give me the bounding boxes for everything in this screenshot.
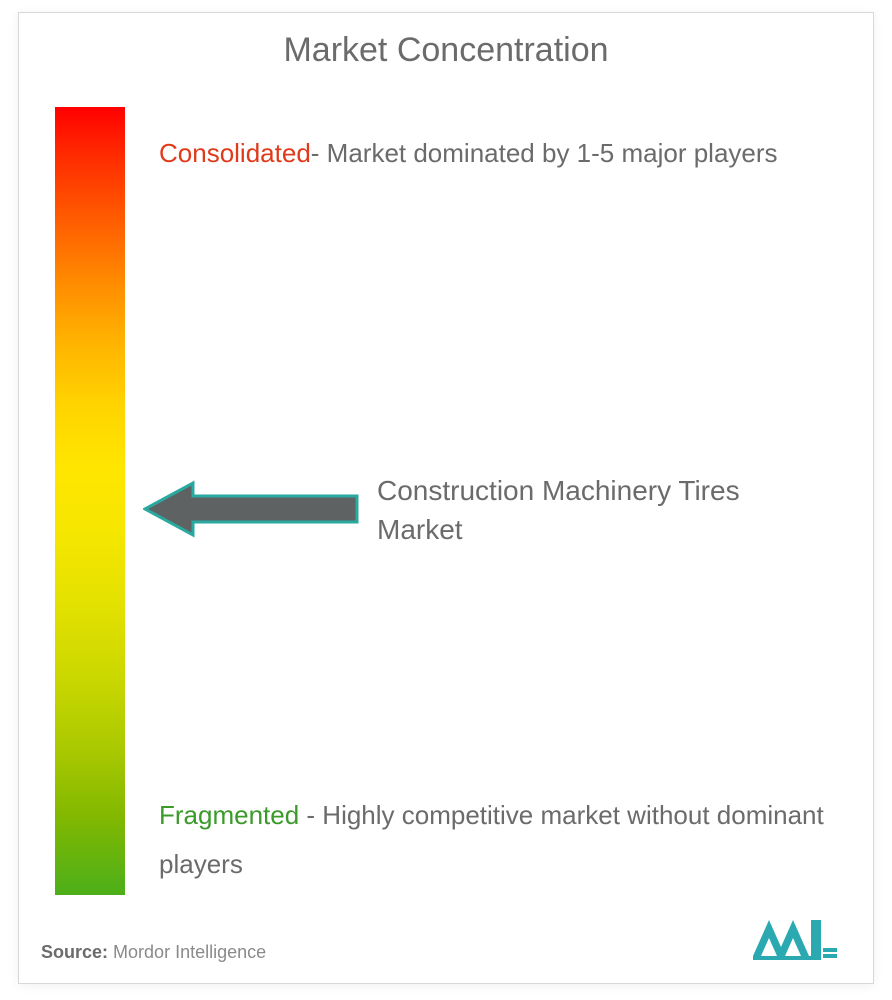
fragmented-highlight: Fragmented (159, 800, 299, 830)
source-value: Mordor Intelligence (113, 942, 266, 962)
source-label: Source: (41, 942, 108, 962)
infographic-card: Market Concentration Consolidated- Marke… (18, 12, 874, 984)
market-arrow (143, 477, 359, 546)
market-name-label: Construction Machinery Tires Market (377, 471, 797, 549)
logo-icon (753, 912, 837, 960)
arrow-icon (143, 477, 359, 541)
page-title: Market Concentration (19, 31, 873, 70)
brand-logo (753, 912, 837, 965)
source-citation: Source: Mordor Intelligence (41, 942, 266, 963)
concentration-gradient-bar (55, 107, 125, 895)
consolidated-text: - Market dominated by 1-5 major players (311, 138, 778, 168)
arrow-shape (145, 483, 357, 535)
consolidated-highlight: Consolidated (159, 138, 311, 168)
fragmented-label: Fragmented - Highly competitive market w… (159, 791, 829, 890)
consolidated-label: Consolidated- Market dominated by 1-5 ma… (159, 129, 829, 178)
